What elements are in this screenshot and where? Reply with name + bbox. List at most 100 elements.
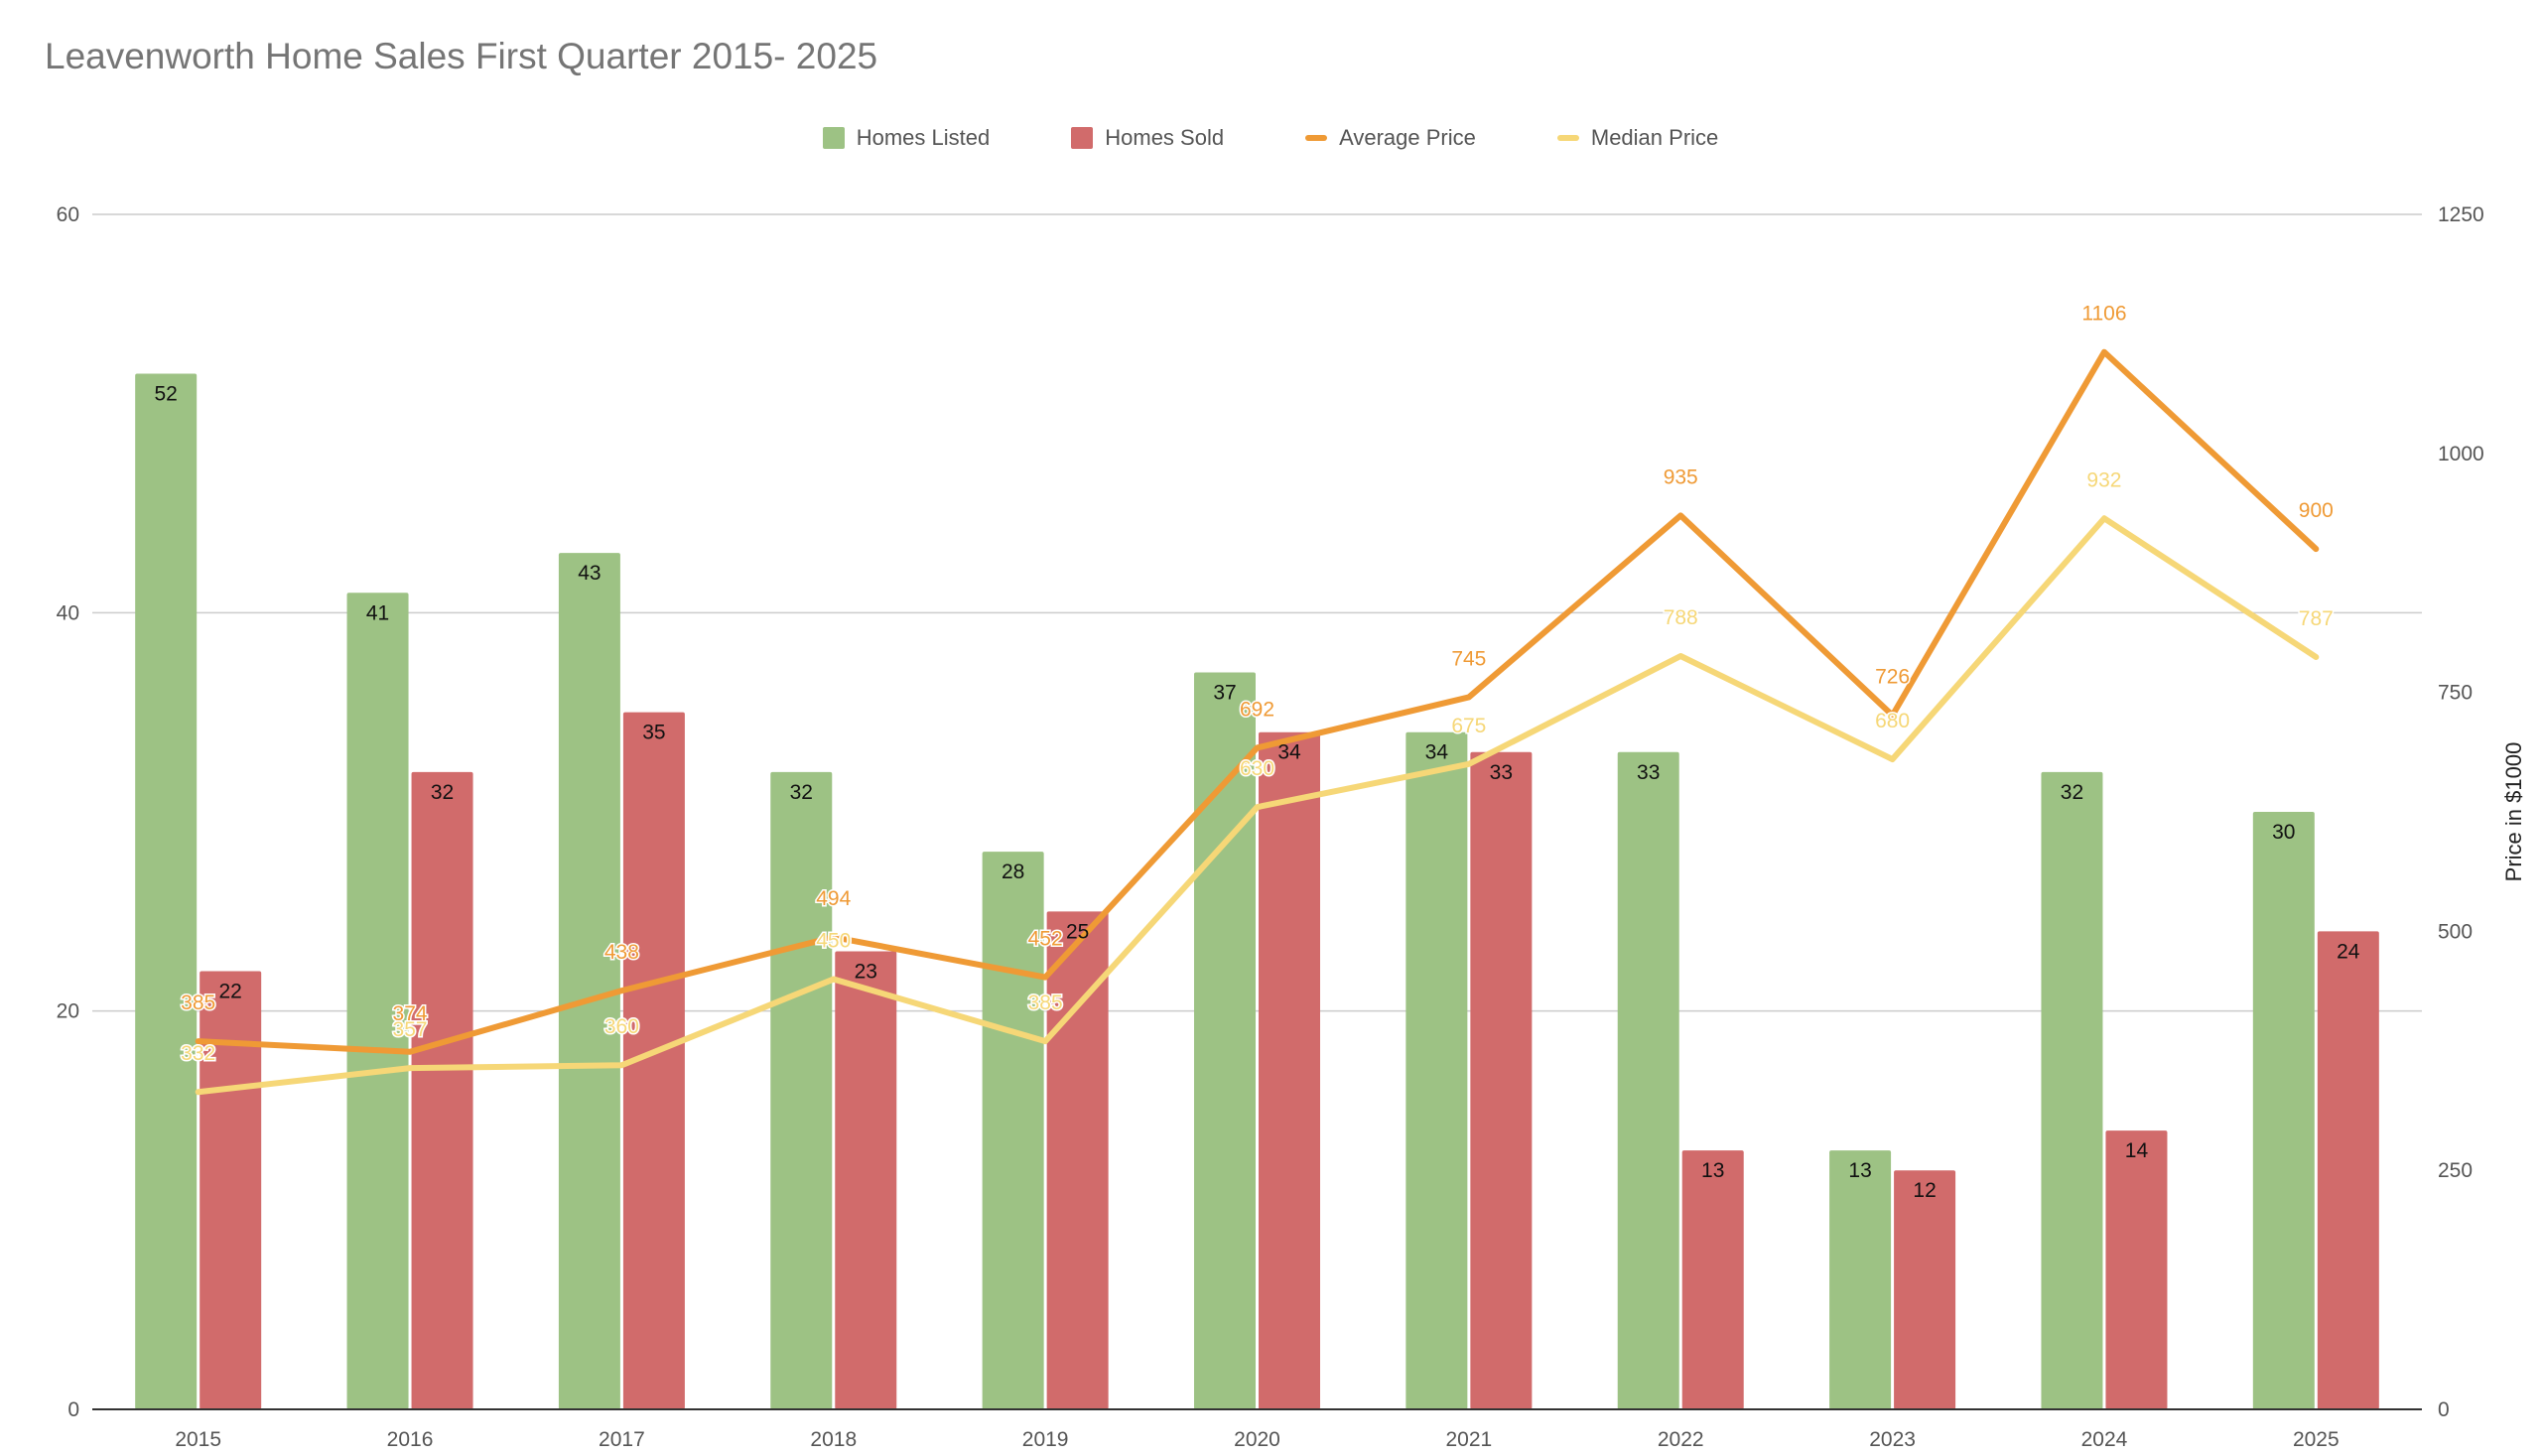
price-data-label: 680 <box>1875 710 1910 732</box>
x-tick-label: 2017 <box>599 1428 645 1451</box>
bar-data-label: 25 <box>1066 920 1089 943</box>
legend: Homes Listed Homes Sold Average Price Media… <box>0 125 2541 151</box>
bar-homes-listed <box>135 373 198 1409</box>
legend-label: Median Price <box>1590 125 1719 150</box>
bar-data-label: 34 <box>1425 741 1449 764</box>
legend-label: Homes Sold <box>1105 125 1225 150</box>
legend-swatch <box>822 127 845 149</box>
x-tick-label: 2024 <box>2081 1428 2128 1451</box>
bar-homes-sold <box>200 971 262 1409</box>
legend-swatch <box>1071 127 1094 149</box>
bar-data-label: 41 <box>366 601 389 624</box>
price-data-label: 357 <box>393 1018 428 1041</box>
price-data-label: 1106 <box>2081 303 2126 326</box>
bar-data-label: 30 <box>2272 821 2295 844</box>
price-data-label: 452 <box>1028 928 1063 951</box>
x-tick-label: 2022 <box>1658 1428 1704 1451</box>
y-left-tick-label: 0 <box>67 1398 79 1421</box>
legend-item: Median Price <box>1556 125 1719 151</box>
bar-data-label: 28 <box>1002 860 1024 883</box>
legend-item: Homes Listed <box>822 125 991 151</box>
bar-homes-sold <box>1046 911 1109 1409</box>
legend-label: Average Price <box>1339 125 1476 150</box>
price-data-label: 935 <box>1664 465 1698 488</box>
y-right-tick-label: 1250 <box>2438 203 2484 226</box>
price-data-label: 385 <box>181 992 215 1014</box>
bar-homes-listed <box>982 852 1044 1409</box>
x-tick-label: 2016 <box>387 1428 434 1451</box>
price-data-label: 788 <box>1664 606 1698 629</box>
y-right-tick-label: 0 <box>2438 1398 2450 1421</box>
price-data-label: 385 <box>1028 992 1063 1014</box>
price-data-label: 494 <box>816 887 851 910</box>
x-tick-label: 2015 <box>175 1428 221 1451</box>
bar-data-label: 33 <box>1490 761 1513 784</box>
x-tick-label: 2025 <box>2293 1428 2340 1451</box>
bar-homes-listed <box>1829 1150 1892 1409</box>
y-right-tick-label: 750 <box>2438 682 2473 705</box>
bar-homes-sold <box>411 771 473 1409</box>
y-right-tick-label: 1000 <box>2438 443 2484 465</box>
price-data-label: 745 <box>1451 647 1486 670</box>
y-left-tick-label: 20 <box>57 1000 79 1023</box>
bar-data-label: 34 <box>1277 741 1301 764</box>
bar-homes-sold <box>2105 1130 2168 1409</box>
bar-homes-listed <box>346 593 409 1409</box>
y-left-tick-label: 60 <box>57 203 79 226</box>
price-data-label: 675 <box>1451 715 1486 737</box>
legend-label: Homes Listed <box>856 125 991 150</box>
bar-data-label: 14 <box>2125 1139 2149 1162</box>
bar-data-label: 13 <box>1701 1159 1724 1182</box>
y-right-axis-title: Price in $1000 <box>2501 742 2526 882</box>
bar-homes-listed <box>1405 731 1468 1409</box>
bar-data-label: 24 <box>2337 940 2360 963</box>
bar-data-label: 22 <box>219 981 242 1003</box>
legend-swatch <box>1305 135 1328 141</box>
x-tick-label: 2023 <box>1869 1428 1916 1451</box>
y-left-tick-label: 40 <box>57 601 79 624</box>
legend-item: Average Price <box>1305 125 1476 151</box>
price-data-label: 692 <box>1240 698 1274 721</box>
price-data-label: 630 <box>1240 757 1274 780</box>
price-data-label: 932 <box>2086 468 2121 491</box>
price-data-label: 332 <box>181 1042 215 1065</box>
x-tick-label: 2019 <box>1022 1428 1069 1451</box>
bar-data-label: 32 <box>431 781 454 804</box>
price-data-label: 787 <box>2299 607 2334 630</box>
line-median-price <box>195 515 2320 1096</box>
bar-homes-listed <box>2041 771 2103 1409</box>
bar-data-label: 33 <box>1637 761 1660 784</box>
bar-homes-sold <box>1681 1150 1744 1409</box>
bar-homes-sold <box>2317 931 2379 1409</box>
x-tick-label: 2020 <box>1234 1428 1280 1451</box>
price-data-label: 360 <box>604 1015 639 1038</box>
x-tick-label: 2018 <box>810 1428 857 1451</box>
bar-data-label: 32 <box>2061 781 2083 804</box>
bar-data-label: 35 <box>642 722 665 744</box>
bar-homes-listed <box>2252 812 2315 1409</box>
y-right-tick-label: 500 <box>2438 920 2473 943</box>
legend-item: Homes Sold <box>1071 125 1224 151</box>
price-data-label: 726 <box>1875 666 1910 689</box>
bar-data-label: 13 <box>1848 1159 1871 1182</box>
price-data-label: 374 <box>393 1002 428 1025</box>
bar-data-label: 37 <box>1213 682 1236 705</box>
bar-homes-sold <box>622 712 685 1409</box>
chart-title: Leavenworth Home Sales First Quarter 201… <box>45 36 878 76</box>
bar-data-label: 52 <box>155 383 178 406</box>
price-data-label: 450 <box>816 930 851 953</box>
legend-swatch <box>1556 135 1579 141</box>
bar-homes-sold <box>835 951 897 1409</box>
bar-homes-sold <box>1470 751 1533 1409</box>
price-data-label: 900 <box>2299 499 2334 522</box>
bar-homes-sold <box>1894 1170 1956 1409</box>
bar-homes-listed <box>558 553 620 1409</box>
x-tick-label: 2021 <box>1446 1428 1493 1451</box>
bar-homes-sold <box>1259 731 1320 1409</box>
bar-data-label: 23 <box>855 960 877 983</box>
bar-data-label: 43 <box>578 562 601 585</box>
y-right-tick-label: 250 <box>2438 1159 2473 1182</box>
bar-data-label: 12 <box>1913 1179 1936 1202</box>
price-data-label: 438 <box>604 941 639 964</box>
